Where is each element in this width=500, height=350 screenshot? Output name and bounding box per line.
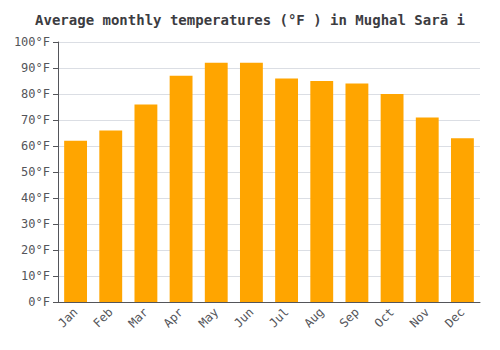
svg-text:0°F: 0°F <box>28 295 50 309</box>
svg-text:60°F: 60°F <box>21 139 50 153</box>
svg-text:Average monthly temperatures (: Average monthly temperatures (°F ) in Mu… <box>35 12 465 28</box>
svg-text:20°F: 20°F <box>21 243 50 257</box>
svg-text:Mar: Mar <box>126 305 151 330</box>
svg-text:80°F: 80°F <box>21 87 50 101</box>
svg-text:Dec: Dec <box>442 305 467 330</box>
svg-text:Oct: Oct <box>372 305 397 330</box>
svg-text:100°F: 100°F <box>14 35 50 49</box>
svg-text:Feb: Feb <box>90 305 115 330</box>
svg-text:Jul: Jul <box>266 305 291 330</box>
svg-text:10°F: 10°F <box>21 269 50 283</box>
svg-text:50°F: 50°F <box>21 165 50 179</box>
svg-text:Jan: Jan <box>55 305 80 330</box>
svg-text:70°F: 70°F <box>21 113 50 127</box>
svg-text:Apr: Apr <box>161 305 186 330</box>
svg-text:90°F: 90°F <box>21 61 50 75</box>
svg-text:40°F: 40°F <box>21 191 50 205</box>
svg-text:Sep: Sep <box>337 305 362 330</box>
svg-text:Jun: Jun <box>231 305 256 330</box>
svg-text:30°F: 30°F <box>21 217 50 231</box>
svg-text:Nov: Nov <box>407 305 432 330</box>
svg-text:May: May <box>196 305 221 330</box>
svg-text:Aug: Aug <box>301 305 326 330</box>
